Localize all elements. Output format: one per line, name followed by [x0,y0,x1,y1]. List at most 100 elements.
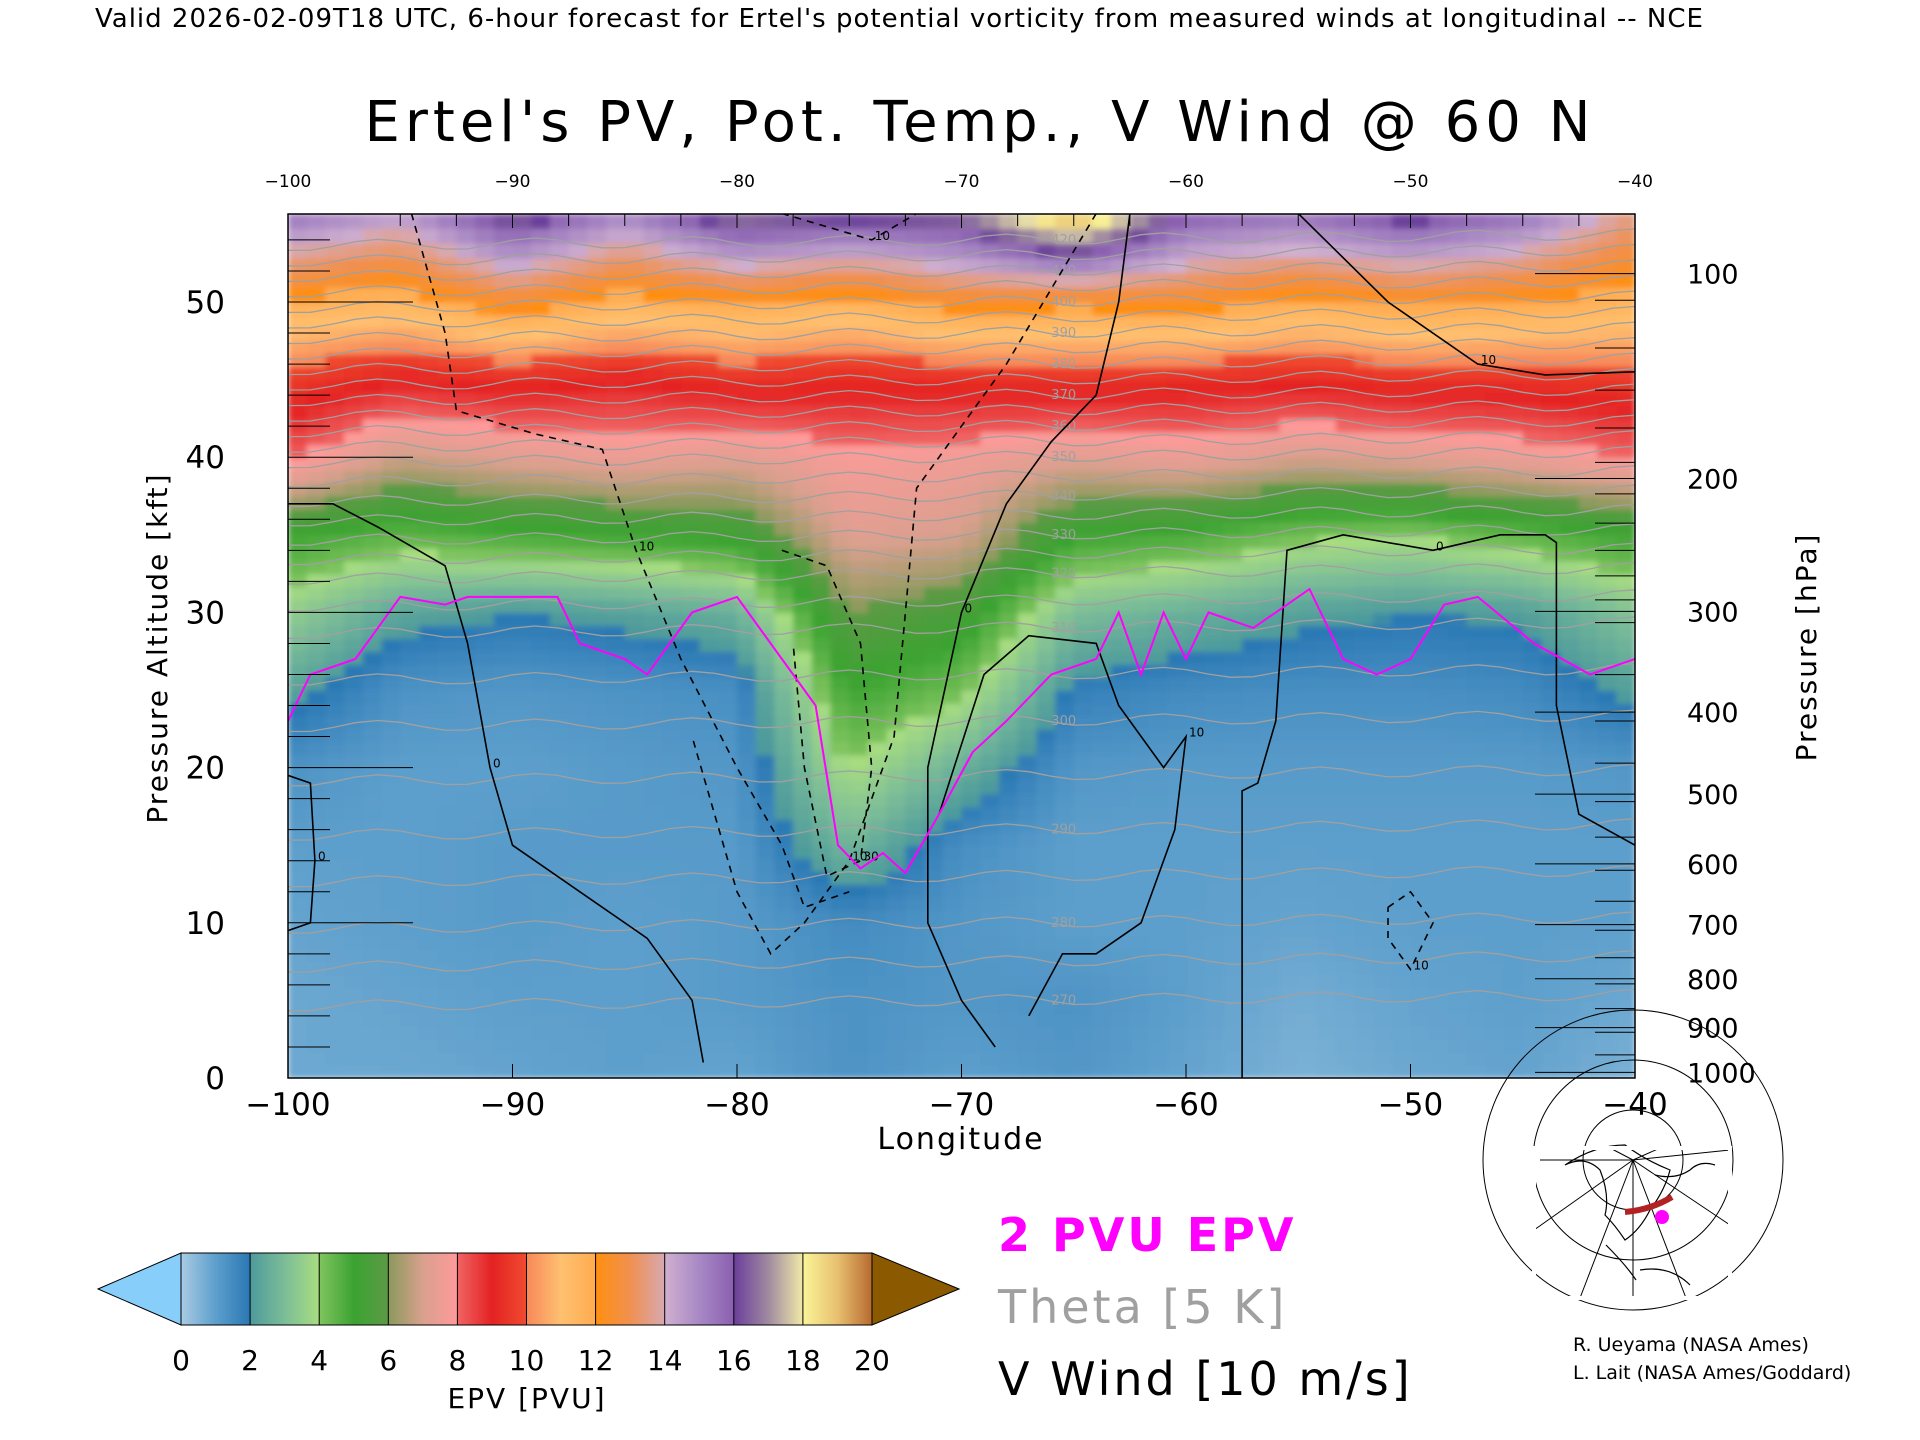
heatmap-cell [1111,470,1131,484]
heatmap-cell [849,741,869,756]
heatmap-cell [662,272,682,288]
heatmap-cell [793,560,813,575]
heatmap-cell [942,948,963,963]
heatmap-cell [1186,228,1206,244]
heatmap-cell [362,444,383,458]
heatmap-cell [381,832,401,846]
heatmap-cell [1017,287,1037,303]
heatmap-cell [456,702,476,717]
heatmap-cell [1410,431,1430,445]
heatmap-cell [1260,612,1281,626]
heatmap-cell [755,793,776,807]
heatmap-cell [624,431,645,445]
heatmap-cell [1260,858,1281,872]
heatmap-cell [400,922,420,937]
heatmap-cell [793,327,813,342]
heatmap-cell [437,884,457,898]
heatmap-cell [456,327,476,342]
heatmap-cell [1148,534,1168,549]
heatmap-cell [924,573,944,588]
heatmap-cell [680,457,701,471]
heatmap-cell [1279,935,1299,950]
heatmap-cell [344,948,364,963]
heatmap-cell [1335,392,1355,407]
heatmap-cell [1167,353,1187,368]
heatmap-cell [1597,257,1617,274]
heatmap-cell [1429,521,1449,536]
heatmap-cell [1354,974,1374,989]
heatmap-cell [718,457,738,471]
heatmap-cell [418,896,439,911]
heatmap-cell [830,612,850,626]
heatmap-cell [1578,560,1599,575]
heatmap-cell [1410,314,1430,329]
heatmap-cell [437,690,457,704]
heatmap-cell [1578,405,1599,419]
theta-contour-line [288,228,1635,252]
heatmap-cell [1616,677,1635,691]
heatmap-cell [867,1000,888,1014]
heatmap-cell [1560,573,1580,588]
heatmap-cell [718,508,738,523]
heatmap-cell [1017,366,1037,381]
heatmap-cell [325,431,345,445]
heatmap-cell [1279,257,1299,274]
heatmap-cell [1129,832,1150,846]
heatmap-cell [288,935,308,950]
heatmap-cell [288,366,308,381]
heatmap-cell [1466,793,1486,807]
heatmap-cell [1391,573,1412,588]
heatmap-cell [961,496,981,510]
heatmap-cell [1522,638,1543,652]
heatmap-cell [849,366,869,381]
heatmap-cell [774,287,794,303]
heatmap-cell [1373,677,1393,691]
heatmap-cell [774,780,794,795]
heatmap-cell [905,793,925,807]
heatmap-cell [1429,987,1449,1001]
x-tick-label-top: −70 [944,172,980,192]
heatmap-cell [1504,405,1524,419]
heatmap-cell [1391,457,1412,471]
heatmap-cell [1017,573,1037,588]
heatmap-cell [1597,690,1617,704]
heatmap-cell [1148,690,1168,704]
heatmap-cell [456,819,476,833]
heatmap-cell [1316,214,1337,229]
heatmap-cell [1578,909,1599,924]
heatmap-cell [624,754,645,769]
heatmap-cell [662,243,682,259]
heatmap-cell [811,974,832,989]
heatmap-cell [867,379,888,394]
heatmap-cell [400,612,420,626]
heatmap-cell [1504,1039,1524,1053]
heatmap-cell [1223,871,1243,885]
heatmap-cell [1298,272,1318,288]
heatmap-cell [1391,884,1412,898]
heatmap-cell [549,379,570,394]
heatmap-cell [418,314,439,329]
heatmap-cell [961,832,981,846]
heatmap-cell [830,715,850,730]
heatmap-cell [1373,586,1393,601]
heatmap-cell [755,483,776,497]
heatmap-cell [1242,1000,1262,1014]
heatmap-cell [512,1000,532,1014]
heatmap-cell [1186,379,1206,394]
heatmap-cell [1447,573,1468,588]
heatmap-cell [362,715,383,730]
heatmap-cell [493,948,514,963]
heatmap-cell [1429,754,1449,769]
heatmap-cell [1616,457,1635,471]
heatmap-cell [1111,793,1131,807]
heatmap-cell [362,780,383,795]
heatmap-cell [867,651,888,665]
heatmap-cell [1373,832,1393,846]
heatmap-cell [737,1065,757,1078]
heatmap-cell [1485,780,1505,795]
heatmap-cell [774,690,794,704]
heatmap-cell [680,909,701,924]
heatmap-cell [1597,1013,1617,1027]
heatmap-cell [998,896,1019,911]
